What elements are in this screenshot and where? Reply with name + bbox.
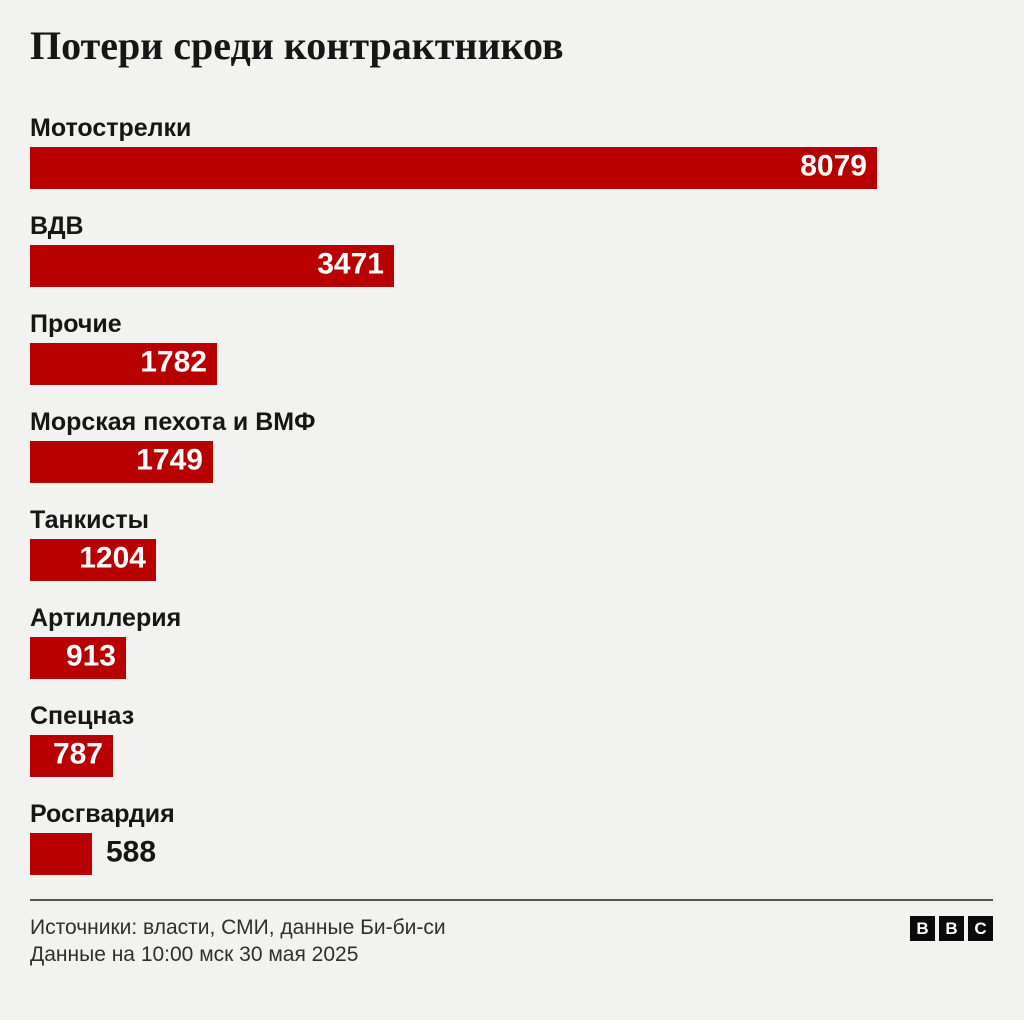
- bar-track: 1204: [30, 539, 993, 581]
- bar-row: Артиллерия 913: [30, 605, 993, 679]
- data-date-line: Данные на 10:00 мск 30 мая 2025: [30, 943, 359, 966]
- category-label: Прочие: [30, 310, 122, 338]
- category-label: Мотострелки: [30, 114, 192, 142]
- bbc-logo-block: B: [939, 916, 964, 941]
- bbc-logo-block: C: [968, 916, 993, 941]
- bar-value: 8079: [800, 149, 867, 183]
- bar-row: Росгвардия 588: [30, 801, 993, 875]
- bar-track: 3471: [30, 245, 993, 287]
- bar-track: 787: [30, 735, 993, 777]
- bar-track: 1782: [30, 343, 993, 385]
- bar-track: 1749: [30, 441, 993, 483]
- category-label: Росгвардия: [30, 800, 175, 828]
- bar: 1204: [30, 539, 156, 581]
- bar-row: Прочие 1782: [30, 311, 993, 385]
- category-label: Артиллерия: [30, 604, 182, 632]
- bar: 588: [30, 833, 156, 875]
- bbc-logo-block: B: [910, 916, 935, 941]
- bar: 787: [30, 735, 113, 777]
- bar-value: 787: [52, 737, 103, 771]
- category-label: Морская пехота и ВМФ: [30, 408, 316, 436]
- bar-value: 913: [65, 639, 116, 673]
- category-label: Спецназ: [30, 702, 135, 730]
- bar: 3471: [30, 245, 394, 287]
- bar-row: Танкисты 1204: [30, 507, 993, 581]
- source-line: Источники: власти, СМИ, данные Би-би-си: [30, 916, 446, 939]
- bar-row: Спецназ 787: [30, 703, 993, 777]
- category-label: ВДВ: [30, 212, 84, 240]
- bar: 8079: [30, 147, 877, 189]
- bar-row: Мотострелки 8079: [30, 115, 993, 189]
- bar: 913: [30, 637, 126, 679]
- bar-track: 8079: [30, 147, 993, 189]
- footer: Источники: власти, СМИ, данные Би-би-си …: [30, 899, 993, 968]
- bar-value: 1749: [136, 443, 203, 477]
- bar: 1782: [30, 343, 217, 385]
- bar-value: 3471: [317, 247, 384, 281]
- bar-track: 913: [30, 637, 993, 679]
- bar-value: 1782: [140, 345, 207, 379]
- bar-row: ВДВ 3471: [30, 213, 993, 287]
- bar-row: Морская пехота и ВМФ 1749: [30, 409, 993, 483]
- chart-title: Потери среди контрактников: [30, 23, 564, 68]
- bar-value: 1204: [79, 541, 146, 575]
- bar-track: 588: [30, 833, 993, 875]
- source-block: Источники: власти, СМИ, данные Би-би-си …: [30, 914, 446, 968]
- bar-value: 588: [106, 835, 157, 869]
- bar: 1749: [30, 441, 213, 483]
- bar-chart: Мотострелки 8079 ВДВ 3471 Прочие 1782: [30, 115, 993, 875]
- category-label: Танкисты: [30, 506, 150, 534]
